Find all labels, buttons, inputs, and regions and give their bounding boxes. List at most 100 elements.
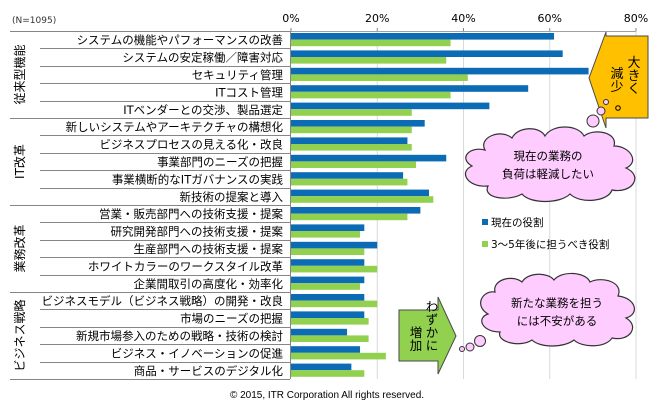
legend-swatch-current <box>482 219 488 225</box>
x-axis-ticks: 0% 20% 40% 60% 80% <box>282 12 648 32</box>
bar-future-role <box>291 318 369 325</box>
bar-current-role <box>291 311 365 318</box>
legend: 現在の役割 3〜5年後に担うべき役割 <box>482 216 609 251</box>
bar-current-role <box>291 172 404 179</box>
group-label: IT改革 <box>13 144 27 179</box>
legend-swatch-future <box>482 241 488 247</box>
category-label: システムの安定稼働／障害対応 <box>122 51 283 65</box>
x-tick-label: 0% <box>282 12 299 25</box>
category-label: システムの機能やパフォーマンスの改善 <box>77 33 283 47</box>
bar-current-role <box>291 154 447 162</box>
thought-bubble-dot <box>465 342 475 352</box>
bar-future-role <box>291 178 408 186</box>
category-label: ホワイトカラーのワークスタイル改革 <box>88 259 283 273</box>
annotation-text: き <box>627 69 640 84</box>
bar-future-role <box>291 248 365 255</box>
right-arrow-shape <box>398 296 457 375</box>
annotation-text: わ <box>426 299 439 314</box>
bar-current-role <box>291 189 429 197</box>
x-tick-label: 60% <box>538 12 562 25</box>
category-label: 市場のニーズの把握 <box>180 312 283 326</box>
bar-current-role <box>291 224 365 231</box>
legend-label-current: 現在の役割 <box>491 216 544 229</box>
bar-current-role <box>291 259 365 266</box>
group-label: 従来型機能 <box>12 44 27 104</box>
bar-current-role <box>291 241 378 249</box>
bar-current-role <box>291 207 421 214</box>
bar-future-role <box>291 109 412 116</box>
callout-text: には不安がある <box>517 314 598 328</box>
annotation-text: 大 <box>627 56 640 71</box>
category-label: ITコスト管理 <box>215 85 283 99</box>
thought-bubble-dot <box>474 335 486 347</box>
callout-text: 現在の業務の <box>514 149 583 163</box>
bar-current-role <box>291 346 360 353</box>
category-labels: システムの機能やパフォーマンスの改善システムの安定稼働／障害対応セキュリティ管理… <box>42 33 284 378</box>
category-label: ビジネスプロセスの見える化・改良 <box>99 138 283 152</box>
legend-label-future: 3〜5年後に担うべき役割 <box>491 238 609 251</box>
cloud-shape <box>465 126 636 203</box>
thought-bubble-dot <box>603 99 609 105</box>
x-tick-label: 40% <box>451 12 475 25</box>
annotation-text: 減 <box>610 66 623 82</box>
bar-future-role <box>291 144 412 151</box>
thought-bubble-dot <box>586 114 600 128</box>
category-label: 新技術の提案と導入 <box>180 190 284 204</box>
category-label: 事業横断的なITガバナンスの実践 <box>112 172 284 186</box>
bars <box>291 33 589 377</box>
annotation-text: に <box>426 338 439 353</box>
category-label: ITベンダーとの交渉、製品選定 <box>123 103 283 117</box>
bar-current-role <box>291 33 555 40</box>
bar-current-role <box>291 363 352 371</box>
copyright-footer: © 2015, ITR Corporation All rights reser… <box>230 390 424 401</box>
category-label: 研究開発部門への技術支援・提案 <box>111 225 284 239</box>
bar-current-role <box>291 276 365 284</box>
category-label: 新規市場参入のための戦略・技術の検討 <box>76 329 283 343</box>
bar-current-role <box>291 120 425 127</box>
bar-future-role <box>291 265 378 273</box>
category-label: 営業・販売部門への技術支援・提案 <box>99 207 283 221</box>
category-label: 生産部門への技術支援・提案 <box>134 242 284 256</box>
bar-future-role <box>291 196 434 203</box>
cloud-shape <box>480 272 635 347</box>
bar-current-role <box>291 294 365 301</box>
annotation-period <box>615 105 621 111</box>
annotation-text: 増 <box>410 325 423 340</box>
x-tick-label: 80% <box>624 12 648 25</box>
bar-future-role <box>291 126 412 134</box>
bar-future-role <box>291 370 365 377</box>
annotation-text: く <box>627 82 640 97</box>
category-label: ビジネス・イノベーションの促進 <box>111 346 284 360</box>
bar-future-role <box>291 39 451 47</box>
bar-current-role <box>291 102 490 110</box>
left-arrow-shape <box>588 31 649 129</box>
bar-future-role <box>291 57 447 64</box>
bar-future-role <box>291 213 408 221</box>
row-separators <box>10 31 290 380</box>
bar-future-role <box>291 231 360 238</box>
bar-future-role <box>291 352 386 360</box>
category-label: 商品・サービスのデジタル化 <box>134 364 284 378</box>
bar-current-role <box>291 85 529 92</box>
sample-size-note: (N=1095) <box>12 16 56 26</box>
bar-future-role <box>291 161 417 168</box>
thought-bubble-dot <box>596 106 606 116</box>
category-label: 企業間取引の高度化・効率化 <box>134 277 284 291</box>
group-label: 業務改革 <box>13 224 27 272</box>
category-label: 新しいシステムやアーキテクチャの構想化 <box>66 120 284 134</box>
bar-current-role <box>291 137 408 144</box>
annotation-text: ず <box>426 312 439 327</box>
bar-future-role <box>291 74 468 81</box>
bar-current-role <box>291 328 348 336</box>
annotation-text: か <box>426 325 439 340</box>
bar-current-role <box>291 67 589 75</box>
category-label: ビジネスモデル（ビジネス戦略）の開発・改良 <box>42 294 284 308</box>
bar-current-role <box>291 50 563 57</box>
bar-future-role <box>291 91 451 99</box>
